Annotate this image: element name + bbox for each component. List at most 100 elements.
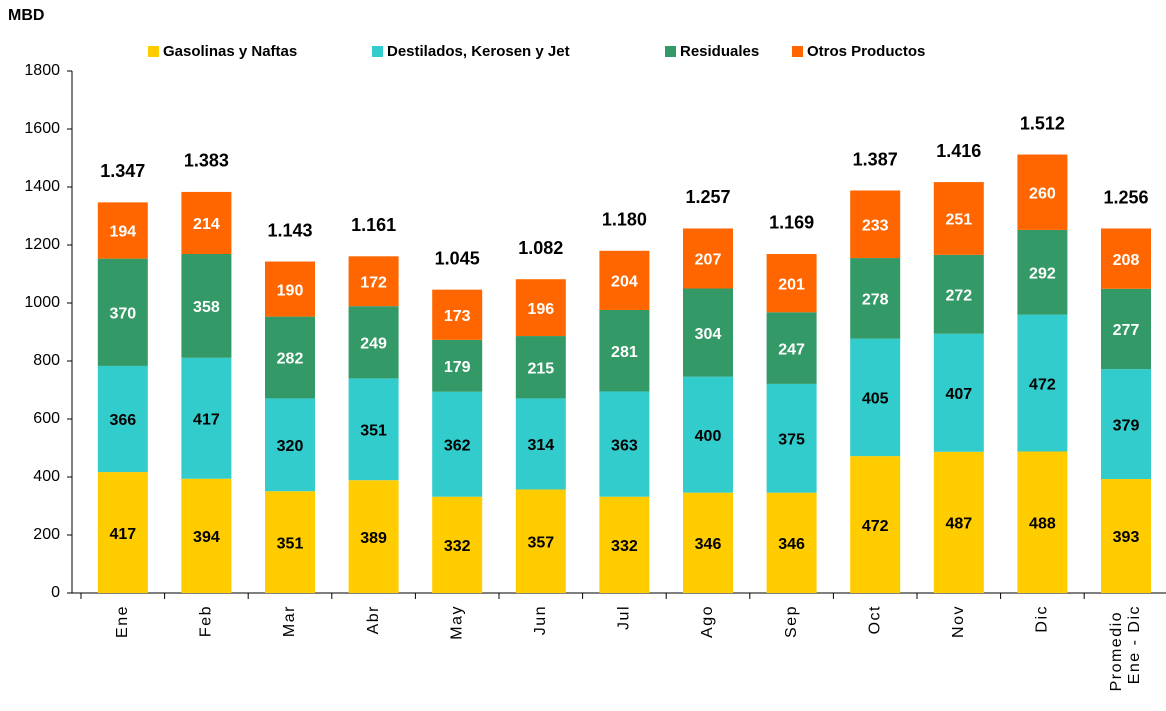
bar-segment [348,378,399,481]
y-tick-label: 1800 [24,62,60,79]
data-label: 346 [695,536,722,553]
data-label: 172 [360,274,387,291]
total-label: 1.387 [853,150,898,170]
x-tick-label: Jun [532,605,549,635]
bar-segment [181,357,232,479]
total-label: 1.082 [518,238,563,258]
bar-segment [515,398,566,490]
data-label: 304 [695,326,722,343]
bar-segment [97,365,148,473]
bar-segment [599,391,650,497]
y-tick-label: 400 [33,468,60,485]
bar-segment [432,289,483,340]
data-label: 407 [945,386,972,403]
data-label: 357 [527,534,554,551]
data-label: 346 [778,536,805,553]
data-label: 173 [444,308,471,325]
y-tick-label: 1600 [24,120,60,137]
bar-segment [933,333,984,452]
bar-segment [683,228,733,289]
data-label: 400 [695,428,722,445]
total-label: 1.169 [769,213,814,233]
y-tick-label: 1000 [24,294,60,311]
x-tick-label: Promedio Ene - Dic [1108,605,1143,691]
data-label: 332 [444,538,471,555]
data-label: 472 [1029,376,1056,393]
total-label: 1.257 [685,187,730,207]
legend-swatch [148,46,159,57]
bar-segment [181,478,232,593]
data-label: 233 [862,217,889,234]
data-label: 320 [277,438,304,455]
bar-segment [1017,154,1068,230]
y-tick-label: 800 [33,352,60,369]
bar-segment [348,306,399,379]
data-label: 282 [277,351,304,368]
bar-segment [181,253,232,358]
x-tick-label: May [448,605,465,640]
x-tick-label: Dic [1034,605,1051,633]
x-tick-label: Ene [114,605,131,638]
bar-segment [265,316,315,399]
legend-label: Gasolinas y Naftas [163,43,297,60]
data-label: 214 [193,216,220,233]
y-tick-label: 200 [33,526,60,543]
bar-segment [766,312,817,384]
bar-segment [766,383,817,493]
bar-segment [515,489,566,593]
bar-segment [97,202,148,259]
bar-segment [348,480,399,593]
data-label: 358 [193,299,220,316]
total-label: 1.383 [184,151,229,171]
bar-segment [1101,369,1151,480]
x-tick-label: Feb [198,605,215,637]
data-label: 281 [611,344,638,361]
data-label: 351 [360,423,387,440]
data-label: 179 [444,359,471,376]
total-label: 1.347 [100,161,145,181]
bar-segment [933,182,984,255]
bar-segment [515,336,566,399]
total-label: 1.143 [267,220,312,240]
data-label: 277 [1113,322,1140,339]
y-axis-label: MBD [8,7,44,24]
data-label: 260 [1029,185,1056,202]
data-label: 389 [360,530,387,547]
bar-segment [850,338,901,457]
bar-segment [1101,228,1151,289]
bar-segment [766,253,817,313]
x-tick-label: Nov [950,605,967,638]
data-label: 351 [277,535,304,552]
bar-segment [933,254,984,334]
x-tick-line: Promedio [1108,605,1125,691]
total-label: 1.045 [435,249,480,269]
bar-segment [432,496,483,593]
data-label: 487 [945,516,972,533]
legend-label: Destilados, Kerosen y Jet [387,43,570,60]
data-label: 194 [109,224,136,241]
data-label: 488 [1029,515,1056,532]
data-label: 417 [109,526,136,543]
bar-segment [1017,314,1068,452]
bar-segment [515,279,566,337]
total-label: 1.180 [602,210,647,230]
data-label: 247 [778,341,805,358]
bar-segment [599,309,650,392]
data-label: 204 [611,274,638,291]
data-label: 405 [862,391,889,408]
data-label: 332 [611,538,638,555]
bar-segment [766,492,817,593]
data-label: 207 [695,252,722,269]
data-label: 363 [611,437,638,454]
data-label: 215 [527,360,554,377]
y-tick-label: 0 [51,584,60,601]
data-label: 272 [945,288,972,305]
bar-segment [1101,288,1151,370]
x-tick-line: Ene - Dic [1126,605,1143,684]
bar-segment [1017,229,1068,315]
data-label: 379 [1113,417,1140,434]
legend-label: Otros Productos [807,43,925,60]
data-label: 292 [1029,265,1056,282]
bar-segment [432,339,483,392]
